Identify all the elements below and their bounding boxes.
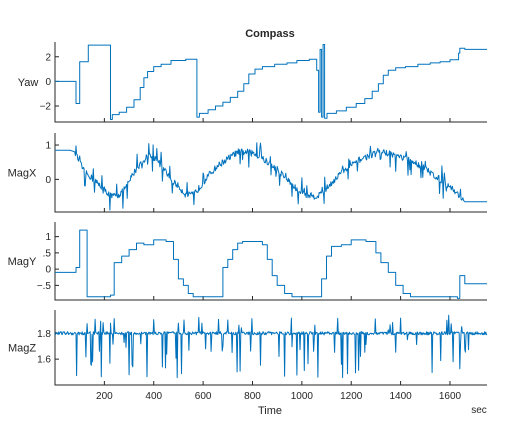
xtick-label-6: 1400 xyxy=(389,391,412,402)
x-axis-label: Time xyxy=(258,405,282,417)
xtick-label-2: 600 xyxy=(195,391,212,402)
panel-1-axes xyxy=(54,133,487,213)
panel-0-series-line xyxy=(55,44,487,120)
panel-2-series-line xyxy=(55,229,487,299)
xtick-label-5: 1200 xyxy=(340,391,363,402)
panel-0-ylabel: Yaw xyxy=(18,77,39,89)
panel-0-axes xyxy=(54,42,487,123)
xtick-label-1: 400 xyxy=(145,391,162,402)
xtick-label-3: 800 xyxy=(244,391,261,402)
xtick-label-4: 1000 xyxy=(291,391,314,402)
panel-1-ytick-label-1: 1 xyxy=(45,141,51,152)
panel-1-ylabel: MagX xyxy=(8,168,37,180)
xtick-label-7: 1600 xyxy=(439,391,462,402)
panel-2-ytick-label-0: −.5 xyxy=(37,281,52,292)
panel-2-ytick-label-2: .5 xyxy=(43,248,52,259)
panel-3-axes xyxy=(54,310,487,386)
panel-2-ytick-label-3: 1 xyxy=(45,232,51,243)
panel-0-ytick-label-1: 0 xyxy=(45,77,51,88)
chart-title: Compass xyxy=(245,28,295,40)
xtick-label-0: 200 xyxy=(96,391,113,402)
panel-2-axes xyxy=(54,222,487,301)
x-axis-unit: sec xyxy=(471,405,487,416)
panel-3-series-line xyxy=(54,314,488,379)
panel-0-ytick-label-2: 2 xyxy=(45,52,51,63)
panel-2-ylabel: MagY xyxy=(8,256,37,268)
panel-1-series-line xyxy=(55,142,487,211)
panel-0-ytick-label-0: −2 xyxy=(40,102,52,113)
panel-2-ytick-label-1: 0 xyxy=(45,265,51,276)
panel-3-ylabel: MagZ xyxy=(8,343,36,355)
panel-3-ytick-label-1: 1.8 xyxy=(37,329,51,340)
panel-3-ytick-label-0: 1.6 xyxy=(37,355,51,366)
panel-1-ytick-label-0: 0 xyxy=(45,175,51,186)
